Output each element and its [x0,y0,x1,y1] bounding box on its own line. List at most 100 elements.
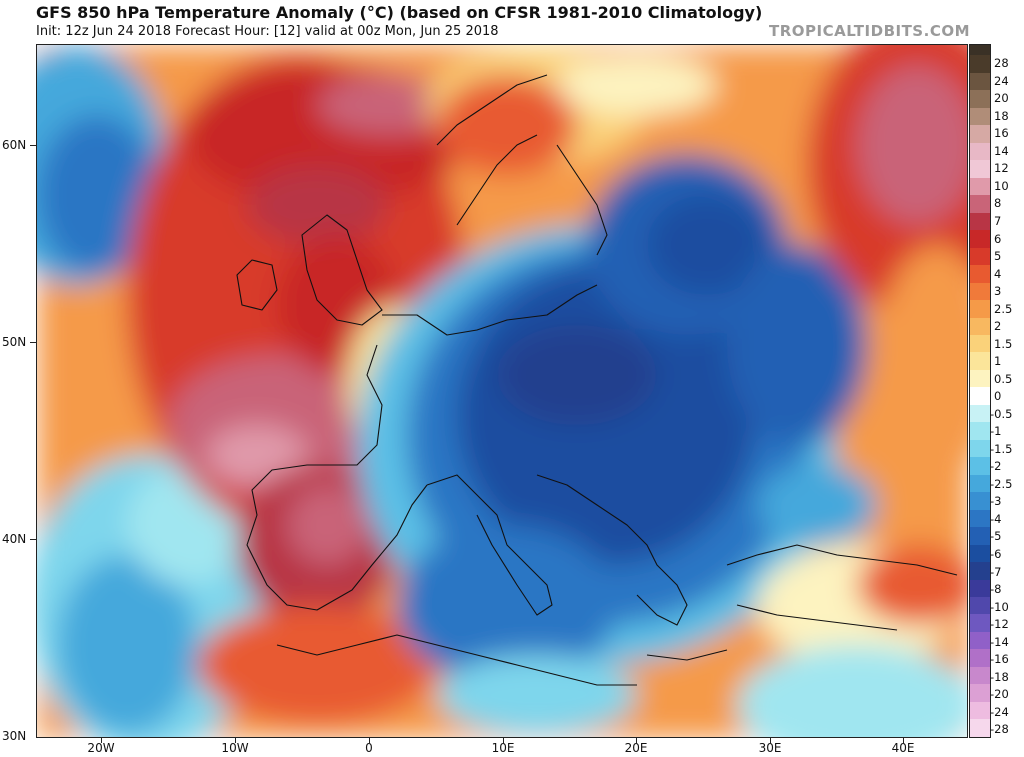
color-scale-segment [970,457,990,475]
color-scale-label: 16 [994,126,1009,141]
lat-label-40n: 40N [2,532,27,546]
color-scale-segment [970,684,990,702]
color-scale-segment [970,247,990,266]
color-scale-segment [970,107,990,126]
color-scale-label: 3 [994,284,1002,299]
color-scale-segment [970,492,990,510]
lon-label-10w: 10W [221,741,249,755]
color-scale-segment [970,387,990,405]
lon-tick [369,738,370,743]
lon-label-40e: 40E [891,741,915,755]
color-scale-label: 24 [994,73,1009,88]
color-scale-segment [970,666,990,685]
color-scale-segment [970,562,990,580]
color-scale-label: 0.5 [994,371,1013,386]
color-scale-label: -2.5 [990,476,1013,491]
color-scale-label: 14 [994,143,1009,158]
color-scale-segment [970,230,990,248]
color-scale-label: 12 [994,161,1009,176]
color-scale-label: 28 [994,56,1009,71]
color-scale-segment [970,439,990,458]
color-scale-segment [970,55,990,73]
map-title: GFS 850 hPa Temperature Anomaly (°C) (ba… [36,3,763,22]
color-scale-segment [970,422,990,440]
watermark: TROPICALTIDBITS.COM [769,22,970,40]
color-scale-segment [970,579,990,598]
color-scale-segment [970,90,990,108]
color-scale-segment [970,509,990,528]
color-scale-label: 18 [994,108,1009,123]
lon-tick [903,738,904,743]
lat-tick [30,145,36,146]
color-scale-label: -18 [990,669,1009,684]
color-scale-label: -16 [990,652,1009,667]
color-scale-label: 7 [994,214,1002,228]
color-scale-segment [970,195,990,213]
color-scale-label: 20 [994,91,1009,106]
color-scale-segment [970,125,990,143]
color-scale-segment [970,474,990,493]
lon-label-30e: 30E [758,741,782,755]
lon-label-20e: 20E [624,741,648,755]
color-scale-segment [970,160,990,178]
color-scale-label: 1 [994,354,1002,369]
color-scale-label: -28 [990,722,1009,737]
color-scale-label: -10 [990,599,1009,614]
color-scale-label: -4 [990,511,1002,526]
color-scale-label: 4 [994,266,1002,281]
color-scale-labels: 28 24 20 18 16 14 12 10 8 7 6 5 4 3 2.5 2 1.5 1 0.5 0 -0.5 -1… [990,44,1024,738]
color-scale-segment [970,544,990,563]
lon-label-20w: 20W [87,741,115,755]
color-scale-segment [970,72,990,91]
color-scale-label: -3 [990,494,1002,509]
color-scale-label: -7 [990,564,1002,579]
color-scale-segment [970,142,990,161]
color-scale-segment [970,352,990,370]
lon-tick [636,738,637,743]
color-scale-segment [970,631,990,650]
color-scale-label: -5 [990,529,1002,544]
lon-tick [235,738,236,743]
lat-label-30n: 30N [2,729,27,743]
color-scale-bar [969,44,991,738]
color-scale-label: -1 [990,424,1002,439]
color-scale-segment [970,527,990,545]
lat-label-50n: 50N [2,335,27,349]
color-scale-label: 6 [994,231,1002,246]
lon-label-10e: 10E [491,741,515,755]
color-scale-label: -6 [990,546,1002,561]
color-scale-segment [970,649,990,667]
color-scale-label: 2.5 [994,301,1013,316]
color-scale-label: 8 [994,196,1002,211]
lon-tick [101,738,102,743]
color-scale-segment [970,265,990,283]
color-scale-segment [970,317,990,335]
color-scale-label: 1.5 [994,336,1013,351]
color-scale-label: -14 [990,634,1009,649]
color-scale-label: -20 [990,687,1009,702]
color-scale-segment [970,614,990,632]
color-scale-segment [970,701,990,720]
lon-tick [503,738,504,743]
color-scale-label: -8 [990,582,1002,597]
color-scale-label: 10 [994,178,1009,193]
map-subtitle: Init: 12z Jun 24 2018 Forecast Hour: [12… [36,24,499,39]
anomaly-map [36,44,968,738]
lat-tick [30,539,36,540]
color-scale-segment [970,404,990,423]
color-scale-segment [970,719,990,737]
color-scale-label: 5 [994,249,1002,264]
color-scale-segment [970,177,990,196]
color-scale-segment [970,45,990,56]
color-scale-label: -1.5 [990,441,1013,456]
color-scale-segment [970,369,990,388]
color-scale-label: -0.5 [990,406,1013,421]
lon-label-0: 0 [365,741,373,755]
lon-tick [770,738,771,743]
lat-label-60n: 60N [2,138,27,152]
color-scale-segment [970,334,990,353]
color-scale-segment [970,282,990,301]
color-scale-label: -12 [990,617,1009,632]
lat-tick [30,342,36,343]
color-scale-label: -24 [990,704,1009,719]
